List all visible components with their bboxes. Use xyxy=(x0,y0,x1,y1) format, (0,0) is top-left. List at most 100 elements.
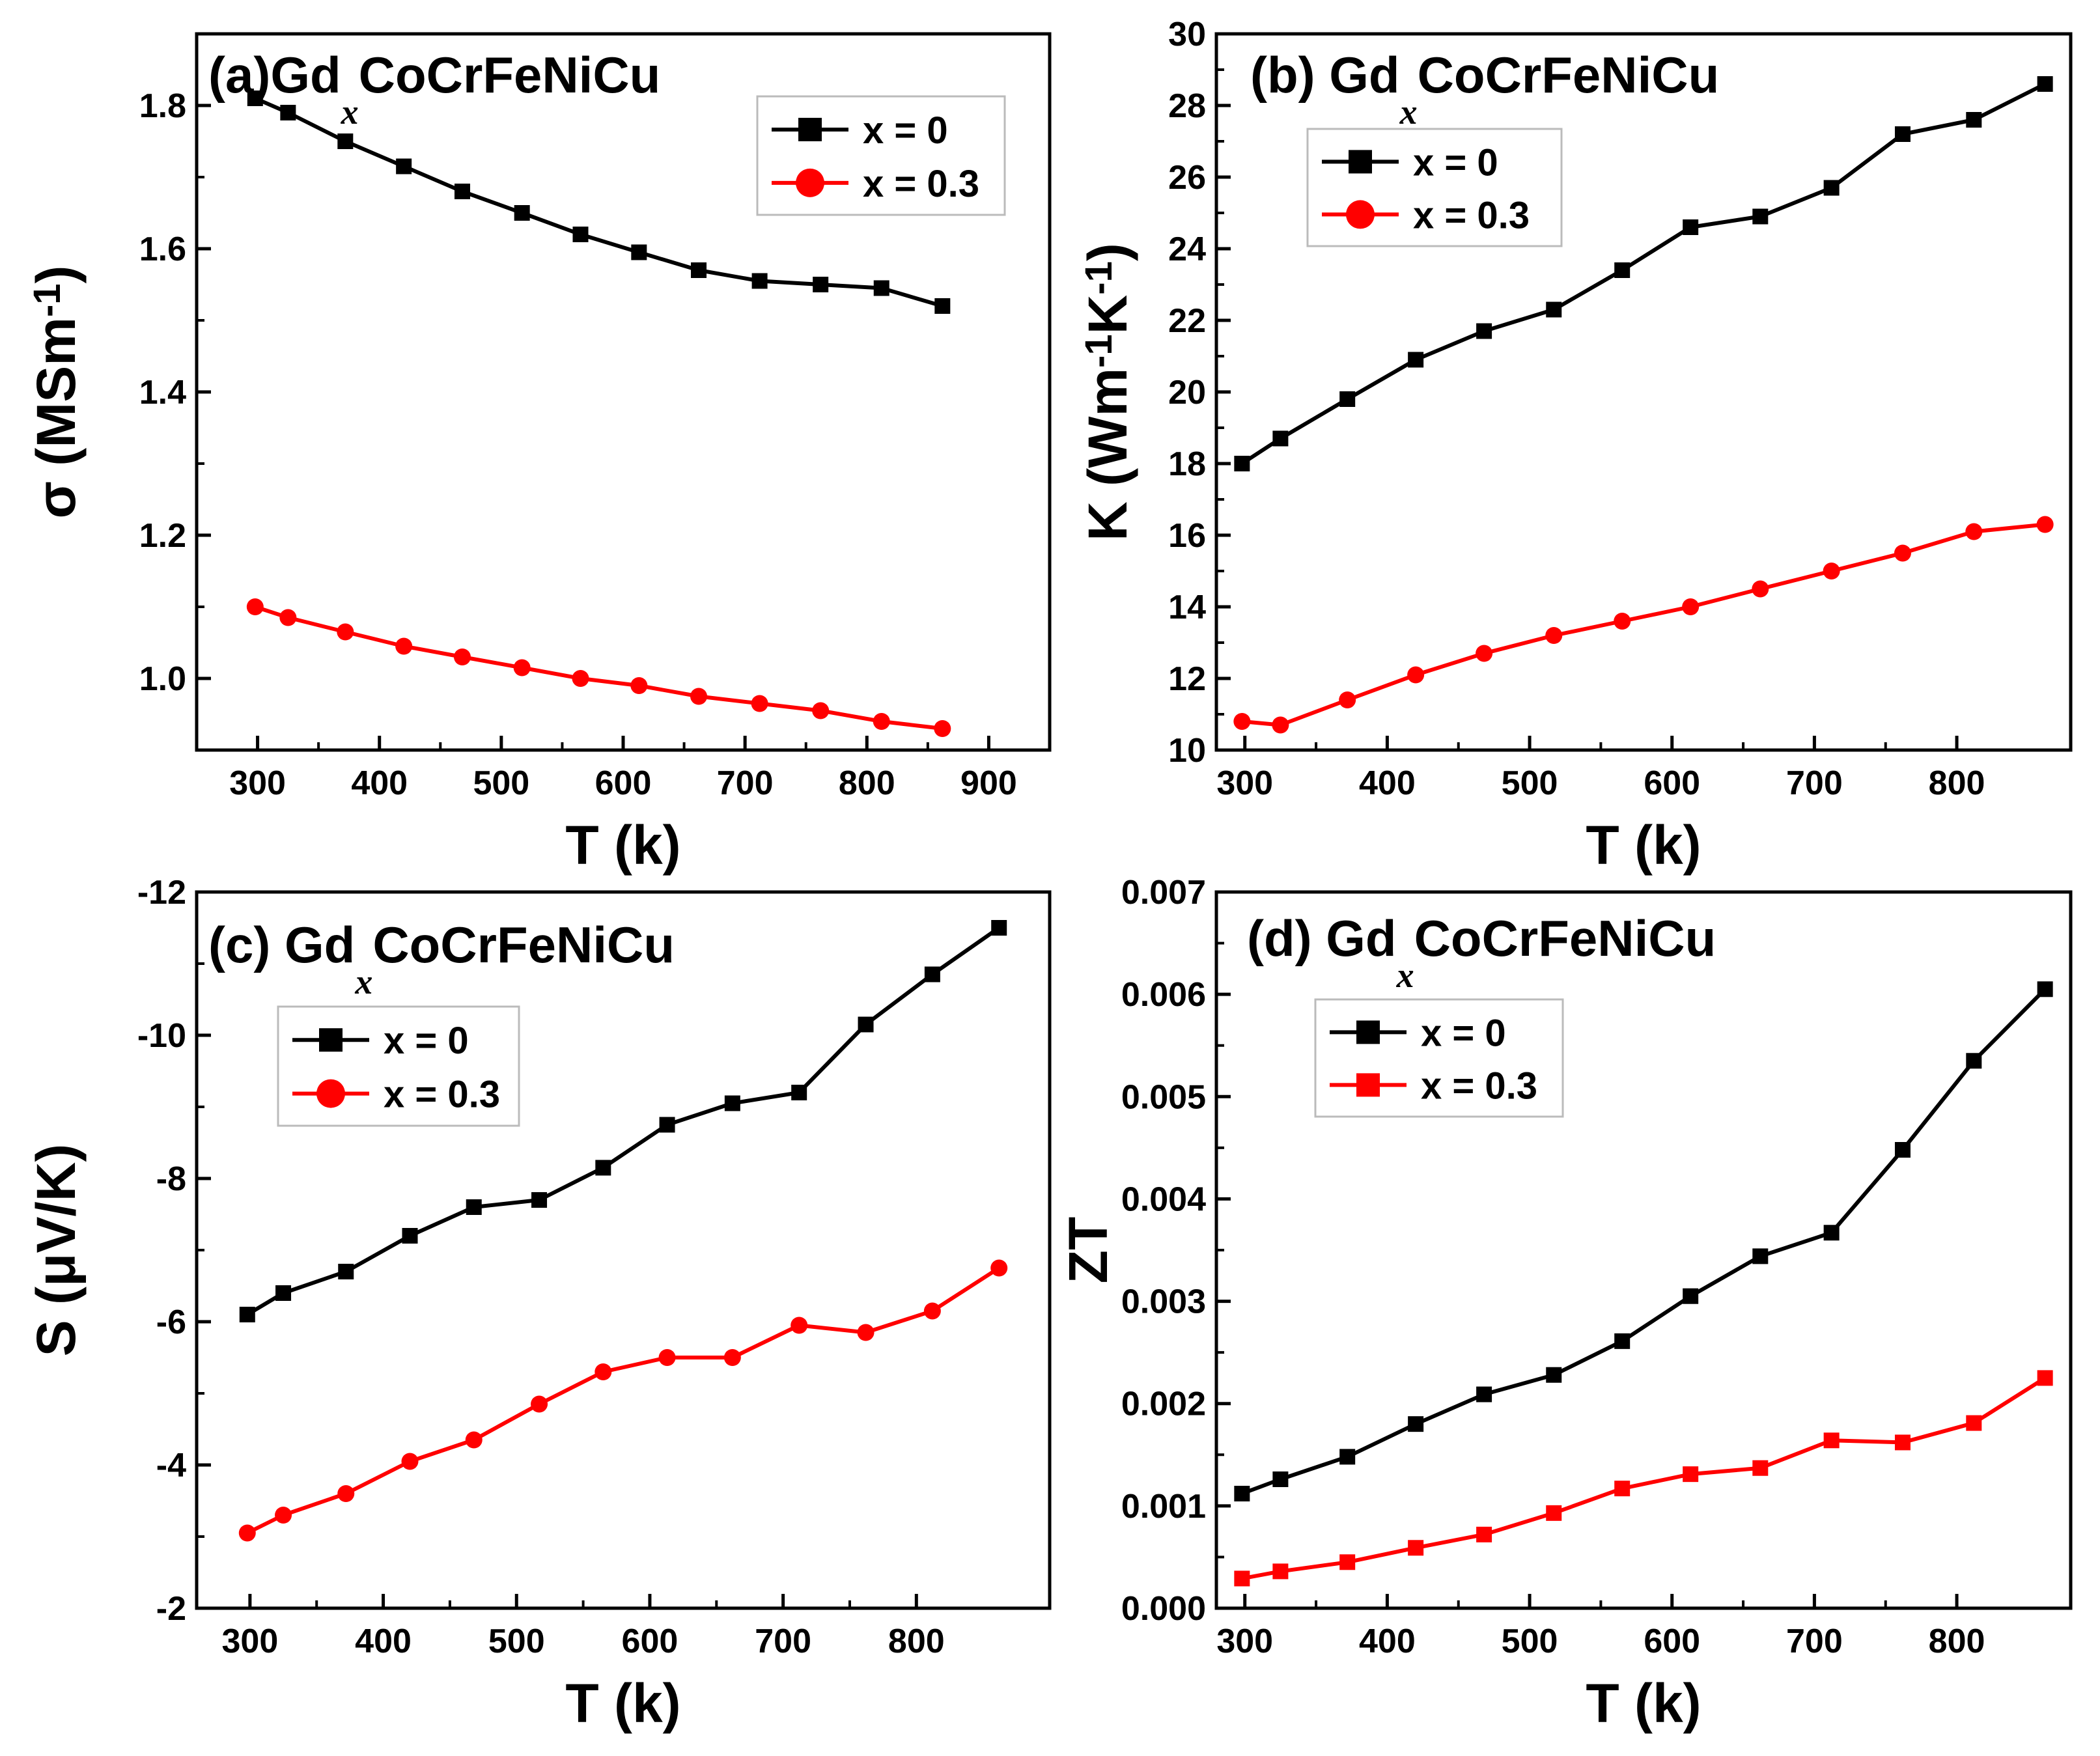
data-point xyxy=(396,158,412,174)
legend-label: x = 0 xyxy=(863,109,948,152)
y-tick-label: -12 xyxy=(137,874,186,912)
x-tick-label: 500 xyxy=(1502,764,1558,802)
data-point xyxy=(1272,430,1289,447)
data-point xyxy=(858,1016,874,1033)
data-point xyxy=(1966,1415,1982,1431)
panel-b: 300 400 500 600 700 800 10 12 14 16 18 20 22 24 26 28 30… xyxy=(1077,16,2073,876)
x-tick-label: 500 xyxy=(488,1623,545,1660)
data-point xyxy=(453,648,471,665)
panel-title-subscript: x xyxy=(354,962,372,1001)
data-point xyxy=(572,670,589,687)
data-point xyxy=(1682,598,1700,615)
panel-title-main: Gd xyxy=(1329,46,1399,104)
data-point xyxy=(1823,563,1840,579)
data-point xyxy=(924,966,940,983)
data-point xyxy=(690,688,708,705)
panel-d: 300 400 500 600 700 800 0.000 0.001 0.002 0.003 0.… xyxy=(1057,874,2073,1734)
data-point xyxy=(337,133,354,149)
legend-box xyxy=(277,1005,520,1127)
data-point xyxy=(1823,1225,1840,1241)
series-line-1 xyxy=(246,1266,1000,1535)
x-tick-label: 800 xyxy=(1929,764,1985,802)
panel-title-rest: CoCrFeNiCu xyxy=(372,916,675,973)
data-point xyxy=(1272,1471,1289,1487)
data-point xyxy=(513,659,531,676)
x-tick-label: 700 xyxy=(1786,1623,1843,1660)
panel-title-main: Gd xyxy=(285,916,355,973)
y-axis-label-part: K xyxy=(1077,295,1138,335)
data-point xyxy=(246,598,264,615)
x-axis-label: T (k) xyxy=(1586,1673,1701,1734)
data-point xyxy=(531,1395,548,1413)
legend-marker xyxy=(319,1028,343,1052)
panel-title-rest: CoCrFeNiCu xyxy=(1414,910,1716,967)
data-point xyxy=(279,609,297,626)
y-axis-label-part: σ (MSm xyxy=(25,317,87,518)
y-axis-label-part: ) xyxy=(25,265,87,283)
panel-title: (a)GdxCoCrFeNiCu xyxy=(208,46,660,132)
data-point xyxy=(659,1117,675,1133)
panel-title-prefix: (c) xyxy=(208,916,285,973)
y-tick-label: -4 xyxy=(156,1447,186,1484)
x-tick-label: 800 xyxy=(839,764,895,802)
y-tick-label: 22 xyxy=(1168,302,1206,340)
y-tick-label: 12 xyxy=(1168,660,1206,698)
data-point xyxy=(531,1192,548,1208)
y-tick-label: 1.4 xyxy=(139,374,186,411)
data-point xyxy=(812,702,830,719)
legend-marker xyxy=(1356,1073,1380,1097)
data-point xyxy=(280,105,296,120)
data-point xyxy=(1233,713,1251,730)
legend-label: x = 0 xyxy=(384,1020,469,1062)
data-point xyxy=(1966,1053,1982,1069)
data-point xyxy=(791,1085,807,1100)
data-point xyxy=(751,695,768,712)
panel-title-prefix: (d) xyxy=(1247,910,1326,967)
data-point xyxy=(1408,1540,1424,1556)
data-point xyxy=(691,262,707,278)
x-tick-label: 300 xyxy=(1216,1623,1273,1660)
legend-marker xyxy=(1346,200,1375,229)
y-axis-label-part: ) xyxy=(1077,243,1138,261)
y-tick-label: 14 xyxy=(1168,589,1206,626)
data-point xyxy=(2037,76,2053,92)
data-point xyxy=(1823,180,1840,196)
x-tick-label: 300 xyxy=(221,1623,278,1660)
legend-label: x = 0 xyxy=(1421,1012,1506,1054)
legend-box xyxy=(1306,128,1563,247)
legend-marker xyxy=(796,168,824,197)
legend-label: x = 0.3 xyxy=(384,1074,500,1116)
data-point xyxy=(1752,1460,1769,1476)
data-point xyxy=(275,1507,292,1524)
legend-label: x = 0 xyxy=(1413,141,1498,184)
data-point xyxy=(751,273,768,289)
y-tick-label: 0.001 xyxy=(1121,1488,1206,1526)
y-tick-label: -8 xyxy=(156,1160,186,1198)
data-point xyxy=(873,280,889,296)
y-axis-label-part: -1 xyxy=(1078,261,1120,295)
panel-title-subscript: x xyxy=(1399,92,1418,132)
data-point xyxy=(1545,627,1563,644)
data-point xyxy=(338,1264,354,1279)
y-tick-label: 24 xyxy=(1168,230,1206,268)
data-point xyxy=(1614,613,1631,630)
data-point xyxy=(1683,1466,1699,1483)
y-axis-label: σ (MSm-1) xyxy=(25,265,87,518)
y-axis-label: ZT xyxy=(1057,1217,1119,1284)
data-point xyxy=(1234,1570,1250,1587)
x-tick-label: 700 xyxy=(717,764,774,802)
series-line-1 xyxy=(254,605,943,731)
x-tick-label: 400 xyxy=(355,1623,412,1660)
data-point xyxy=(1894,126,1911,142)
data-point xyxy=(1894,544,1911,562)
data-point xyxy=(514,205,530,221)
x-tick-label: 500 xyxy=(473,764,529,802)
data-point xyxy=(1752,580,1769,598)
data-point xyxy=(1752,1248,1769,1264)
y-tick-label: 1.8 xyxy=(139,87,186,125)
data-point xyxy=(1683,1288,1699,1304)
data-point xyxy=(923,1302,941,1320)
data-point xyxy=(1339,1554,1356,1570)
data-point xyxy=(1823,1432,1840,1449)
